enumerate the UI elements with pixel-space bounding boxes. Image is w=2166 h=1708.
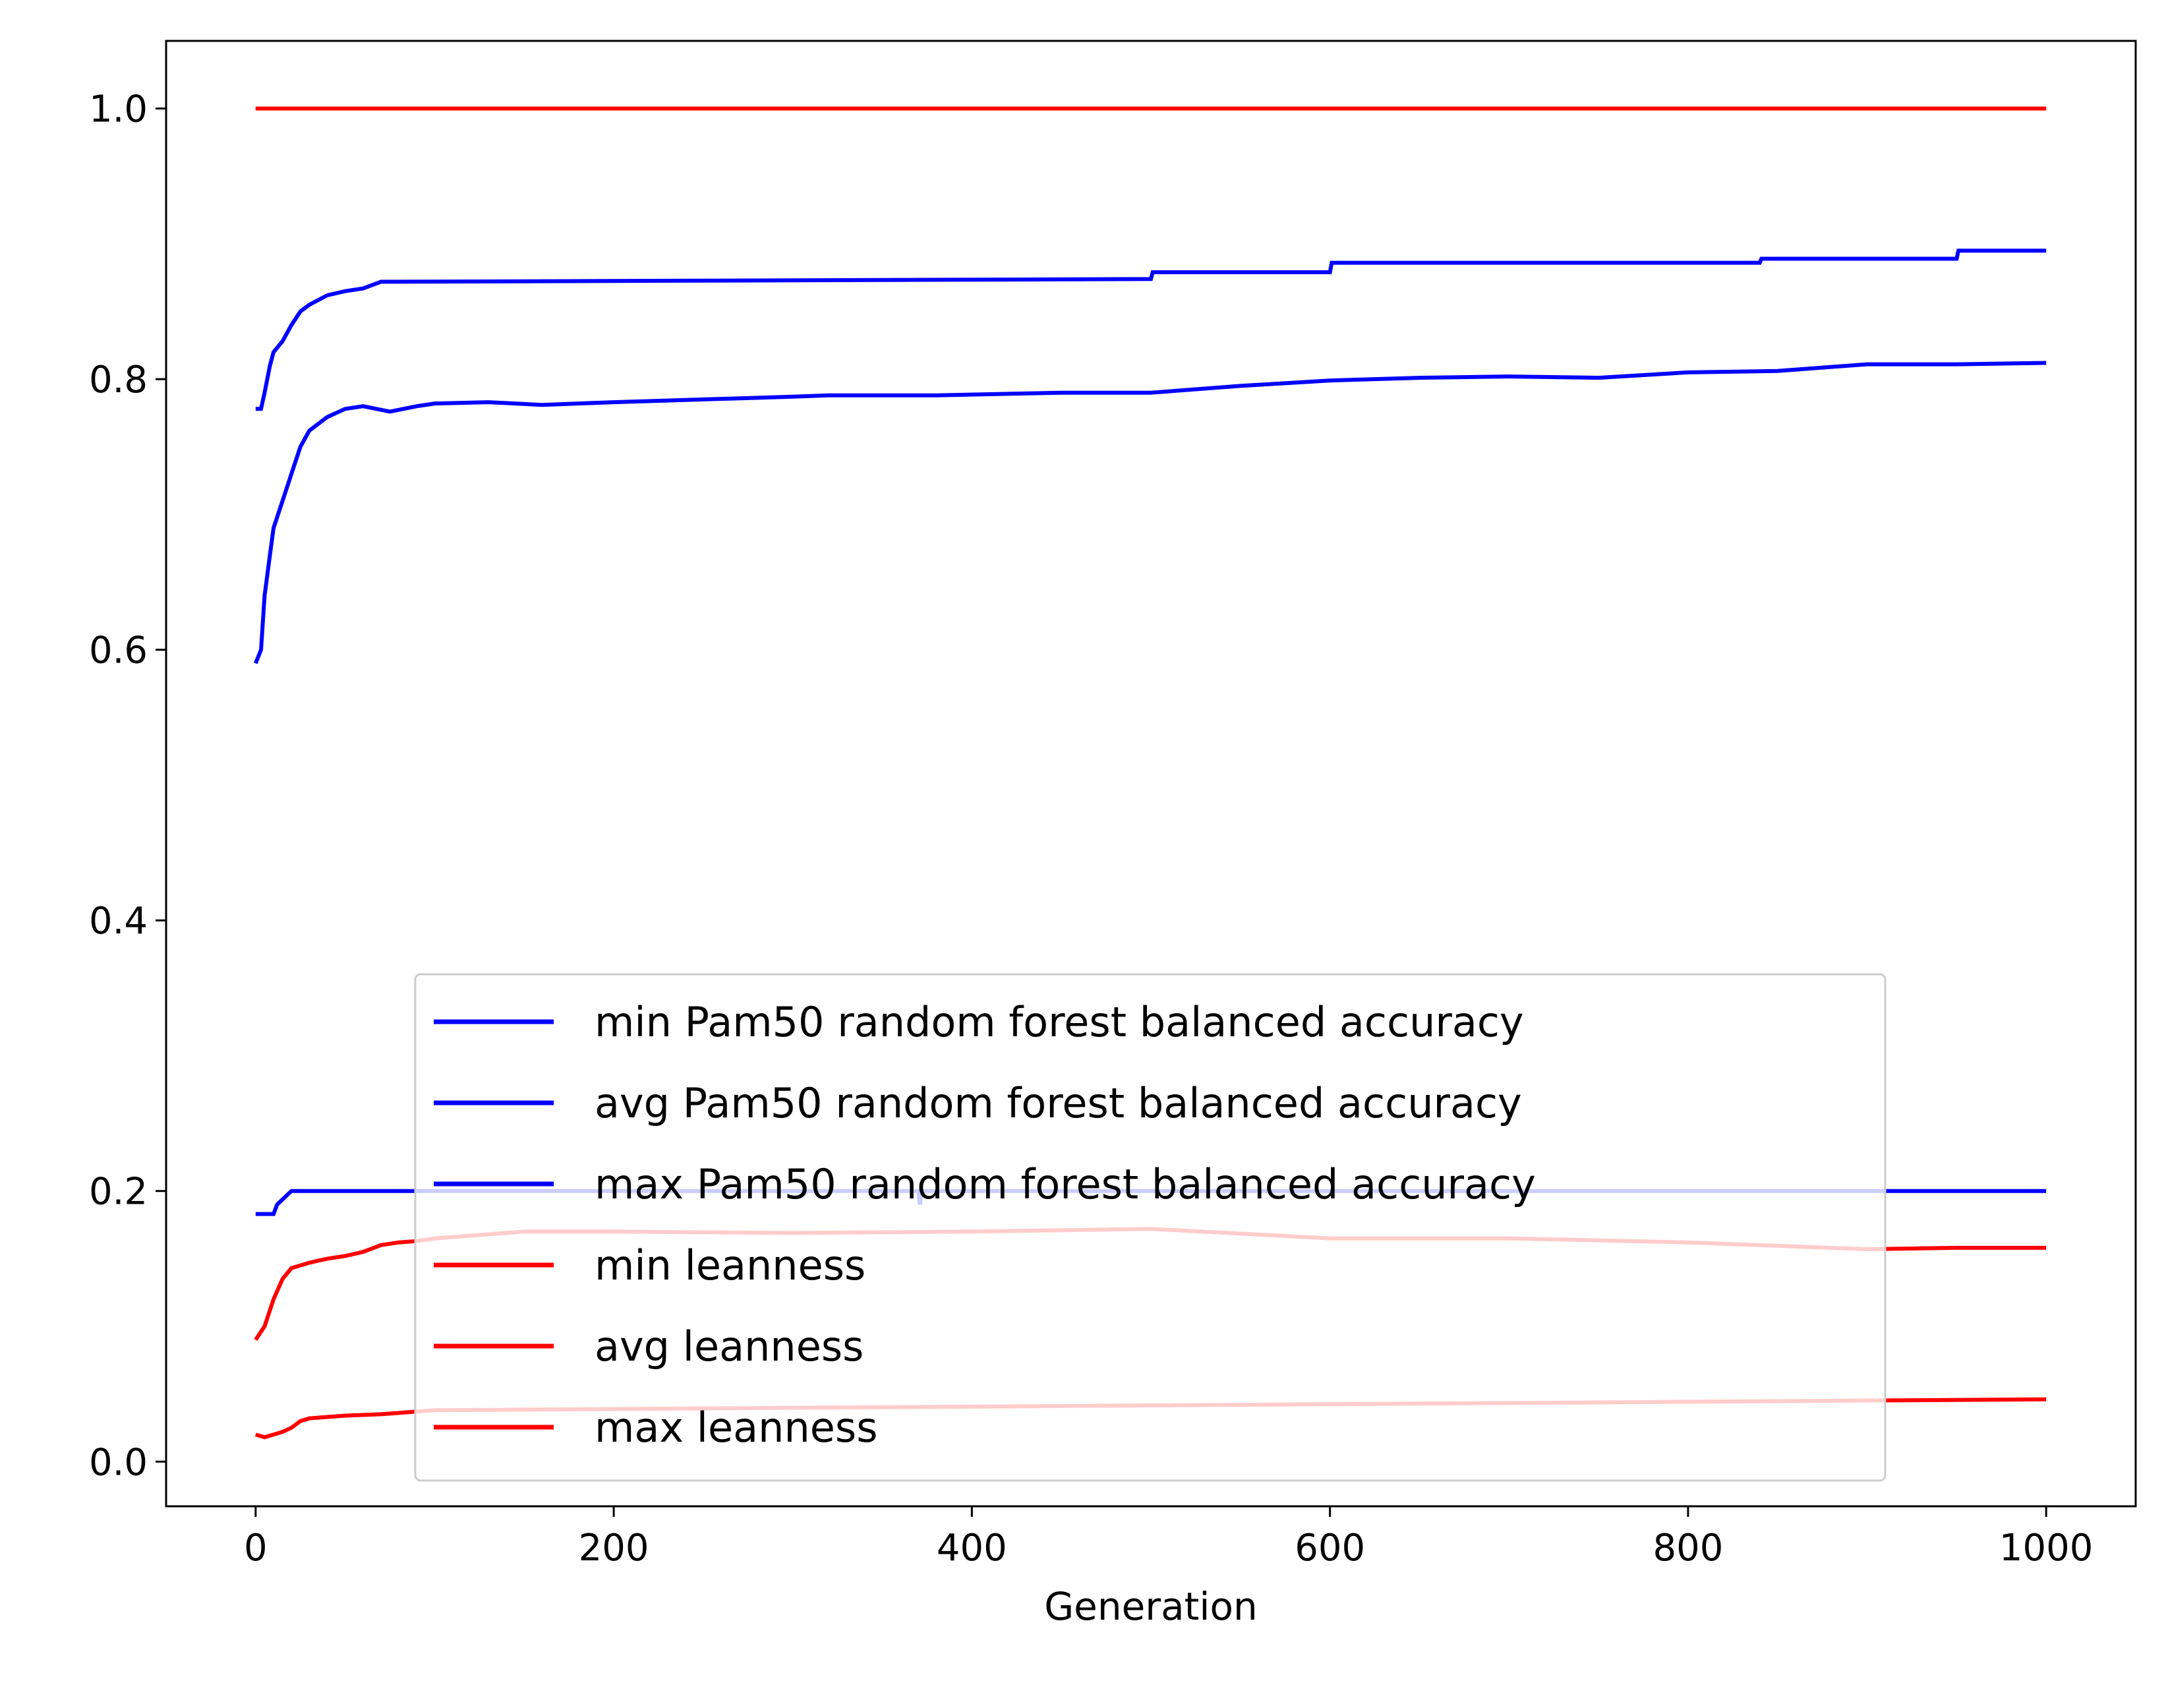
plot-frame bbox=[165, 40, 2137, 1508]
y-tick-label: 0.4 bbox=[89, 900, 148, 943]
legend-label-5: avg leanness bbox=[595, 1322, 863, 1370]
series-line-2 bbox=[254, 361, 2047, 664]
legend-label-4: min leanness bbox=[595, 1241, 865, 1289]
y-tick-label: 1.0 bbox=[89, 88, 148, 131]
series-line-4 bbox=[254, 1397, 2047, 1440]
x-tick-label: 800 bbox=[1653, 1527, 1723, 1570]
x-tick-label: 1000 bbox=[1999, 1527, 2093, 1570]
legend-label-2: avg Pam50 random forest balanced accurac… bbox=[595, 1079, 1522, 1127]
x-tick-label: 600 bbox=[1295, 1527, 1365, 1570]
y-tick-label: 0.2 bbox=[89, 1171, 148, 1214]
series-line-3 bbox=[255, 249, 2047, 411]
legend-label-3: max Pam50 random forest balanced accurac… bbox=[595, 1160, 1536, 1208]
y-tick-label: 0.8 bbox=[89, 359, 148, 401]
legend-label-1: min Pam50 random forest balanced accurac… bbox=[595, 998, 1524, 1046]
legend-entries: min Pam50 random forest balanced accurac… bbox=[434, 998, 1536, 1452]
legend-box bbox=[414, 973, 1887, 1482]
legend: min Pam50 random forest balanced accurac… bbox=[414, 973, 1887, 1482]
x-axis: 0 200 400 600 800 1000 bbox=[244, 1506, 2093, 1570]
y-tick-label: 0.0 bbox=[89, 1441, 148, 1484]
y-tick-label: 0.6 bbox=[89, 630, 148, 672]
x-tick-label: 200 bbox=[579, 1527, 649, 1570]
x-tick-label: 0 bbox=[244, 1527, 268, 1570]
y-axis: 0.0 0.2 0.4 0.6 0.8 1.0 bbox=[89, 88, 166, 1484]
x-axis-label: Generation bbox=[1044, 1584, 1258, 1629]
legend-label-6: max leanness bbox=[595, 1403, 878, 1452]
x-tick-label: 400 bbox=[937, 1527, 1007, 1570]
